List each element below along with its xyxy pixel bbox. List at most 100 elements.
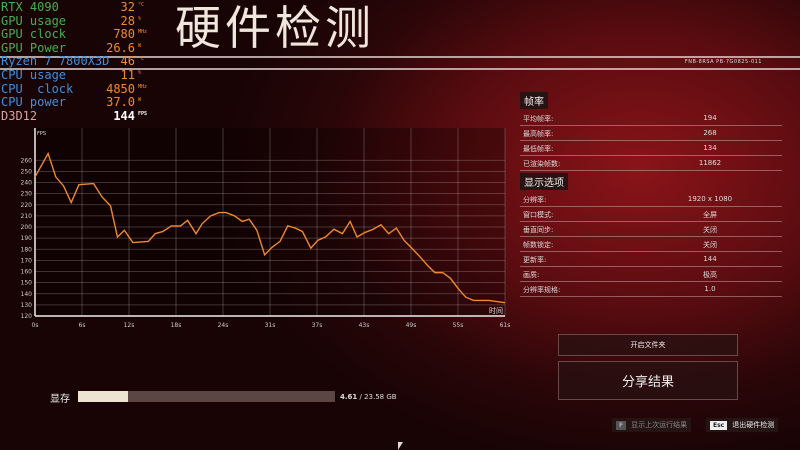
info-value: 1920 x 1080 (687, 195, 733, 203)
osd-value: 32 (120, 0, 135, 14)
vram-label: 显存 (50, 394, 70, 405)
divider (0, 56, 800, 58)
share-results-button[interactable]: 分享结果 (558, 361, 738, 400)
key-esc: Esc (710, 420, 728, 430)
y-tick-label: 150 (21, 280, 33, 287)
osd-unit: MHz (138, 29, 148, 36)
serial-text: FNB-8RSA PB-7G0825-011 (684, 59, 762, 65)
exit-button[interactable]: Esc 退出硬件检测 (706, 418, 779, 432)
info-row: 分辨率: 1920 x 1080 (520, 192, 782, 207)
info-row: 平均帧率: 194 (520, 111, 782, 126)
info-row: 分辨率规格: 1.0 (520, 282, 782, 297)
osd-label: GPU usage (1, 13, 67, 28)
vram-bar (78, 391, 335, 402)
plot-area (35, 128, 505, 316)
x-tick-label: 43s (359, 322, 370, 329)
info-value: 关闭 (703, 226, 717, 234)
vram-total: / 23.58 GB (359, 393, 397, 401)
info-row: 已渲染帧数: 11862 (520, 156, 782, 171)
x-tick-label: 12s (124, 322, 135, 329)
osd-value: 46 (120, 54, 135, 69)
info-row: 帧数锁定: 关闭 (520, 237, 782, 252)
y-tick-label: 140 (21, 291, 33, 298)
info-value: 极高 (703, 271, 717, 279)
info-row: 最低帧率: 134 (520, 141, 782, 156)
y-tick-label: 240 (21, 180, 33, 187)
osd-overlay: RTX 4090 32 °C GPU usage 28% GPU clock 780 MHz G… (1, 0, 161, 124)
osd-label: CPU power (1, 95, 67, 110)
info-row: 画质: 极高 (520, 267, 782, 282)
info-label: 分辨率: (523, 196, 547, 204)
y-tick-label: 220 (21, 202, 33, 209)
osd-label: RTX 4090 (1, 0, 59, 14)
osd-value: 11 (120, 67, 135, 82)
osd-label: GPU Power (1, 40, 67, 55)
y-tick-label: 130 (21, 302, 33, 309)
y-tick-label: 190 (21, 235, 33, 242)
osd-unit: °C (138, 56, 145, 63)
x-tick-label: 6s (79, 322, 86, 329)
osd-row: Ryzen 7 7800X3D 46 °C (1, 55, 161, 69)
y-tick-label: 160 (21, 269, 33, 276)
info-value: 11862 (698, 159, 722, 167)
key-f: F (616, 420, 627, 430)
vram-bar-fill (78, 391, 129, 402)
y-tick-label: 170 (21, 257, 33, 264)
x-tick-label: 49s (406, 322, 417, 329)
y-tick-label: 210 (21, 213, 33, 220)
osd-unit: % (138, 15, 142, 22)
x-tick-label: 18s (171, 322, 182, 329)
osd-row: CPU usage 11% (1, 67, 161, 83)
info-label: 更新率: (523, 256, 547, 264)
info-value: 1.0 (704, 285, 716, 293)
x-tick-label: 37s (312, 322, 323, 329)
x-axis-label: 时间 (489, 306, 503, 315)
osd-value: 4850 (106, 81, 135, 96)
info-row: 最高帧率: 268 (520, 126, 782, 141)
osd-unit: °C (138, 2, 145, 8)
osd-unit: FPS (138, 110, 148, 117)
vram-used: 4.61 (340, 393, 358, 401)
osd-unit: MHz (138, 83, 148, 90)
page-title: 硬件检测 (175, 1, 375, 55)
info-label: 最低帧率: (523, 145, 554, 153)
info-row: 垂直同步: 关闭 (520, 222, 782, 237)
x-tick-label: 24s (218, 322, 229, 329)
framerate-section: 帧率 平均帧率: 194 最高帧率: 268 最低帧率: 134 已渲染帧数: 11862 (520, 90, 782, 171)
display-section: 显示选项 分辨率: 1920 x 1080 窗口模式: 全屏 垂直同步: 关闭 帧数锁定: 关… (520, 171, 782, 297)
info-label: 帧数锁定: (523, 241, 554, 249)
y-tick-label: 260 (21, 157, 33, 164)
info-label: 已渲染帧数: (523, 160, 561, 168)
osd-unit: % (138, 69, 142, 76)
osd-value: 37.0 (106, 95, 135, 110)
osd-row: RTX 4090 32 °C (1, 0, 161, 15)
osd-value: 780 (113, 27, 135, 42)
osd-label: GPU clock (1, 27, 67, 42)
open-folder-button[interactable]: 开启文件夹 (558, 334, 738, 356)
osd-value: 26.6 (106, 40, 135, 55)
y-tick-label: 200 (21, 224, 33, 231)
info-value: 134 (703, 144, 717, 152)
osd-row: GPU Power 26.6 W (1, 40, 161, 56)
info-label: 垂直同步: (523, 226, 554, 234)
y-tick-label: 120 (21, 313, 33, 320)
osd-label: CPU clock (1, 81, 74, 96)
osd-row: D3D12 144 FPS (1, 109, 161, 124)
info-label: 窗口模式: (523, 211, 554, 219)
info-row: 窗口模式: 全屏 (520, 207, 782, 222)
y-tick-label: 230 (21, 191, 33, 198)
show-last-run-label: 显示上次运行结果 (631, 421, 688, 429)
x-tick-label: 31s (265, 322, 276, 329)
show-last-run-button[interactable]: F 显示上次运行结果 (612, 418, 692, 432)
info-label: 最高帧率: (523, 130, 554, 138)
osd-row: GPU clock 780 MHz (1, 28, 161, 42)
osd-unit: W (138, 42, 142, 49)
osd-row: CPU power 37.0 W (1, 96, 161, 110)
section-title: 显示选项 (520, 173, 568, 190)
y-tick-label: 180 (21, 246, 33, 253)
x-tick-label: 55s (453, 322, 464, 329)
exit-label: 退出硬件检测 (732, 421, 775, 429)
osd-unit: W (138, 97, 142, 104)
x-tick-label: 61s (500, 322, 511, 329)
info-value: 144 (703, 255, 717, 263)
